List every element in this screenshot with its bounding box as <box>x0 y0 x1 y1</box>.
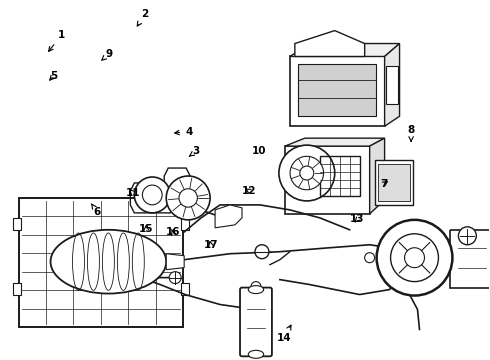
Text: 17: 17 <box>203 240 218 250</box>
Bar <box>320 156 360 196</box>
Circle shape <box>134 177 170 213</box>
Text: 4: 4 <box>175 127 193 136</box>
Polygon shape <box>385 44 399 126</box>
Bar <box>450 230 490 288</box>
Bar <box>181 283 189 294</box>
Polygon shape <box>215 205 242 228</box>
Bar <box>181 218 189 230</box>
Ellipse shape <box>248 350 264 358</box>
Text: 16: 16 <box>166 227 180 237</box>
Bar <box>19 198 183 328</box>
Circle shape <box>405 248 424 268</box>
Bar <box>13 218 21 230</box>
Text: 9: 9 <box>102 49 113 60</box>
Circle shape <box>255 245 269 259</box>
Circle shape <box>179 189 197 207</box>
FancyBboxPatch shape <box>240 288 272 356</box>
Circle shape <box>365 253 375 263</box>
Text: 3: 3 <box>190 146 200 156</box>
Bar <box>375 160 413 205</box>
Bar <box>13 283 21 294</box>
Polygon shape <box>164 168 190 200</box>
Bar <box>378 164 410 201</box>
Circle shape <box>391 234 439 282</box>
Circle shape <box>166 176 210 220</box>
Circle shape <box>251 282 261 292</box>
Polygon shape <box>290 44 399 57</box>
Circle shape <box>169 272 181 284</box>
Bar <box>298 64 376 116</box>
Circle shape <box>377 220 452 296</box>
Circle shape <box>300 166 314 180</box>
Ellipse shape <box>50 230 166 293</box>
Circle shape <box>279 145 335 201</box>
Ellipse shape <box>248 285 264 293</box>
Polygon shape <box>369 138 385 214</box>
Text: 11: 11 <box>125 188 140 198</box>
Text: 7: 7 <box>381 179 388 189</box>
Text: 15: 15 <box>139 225 153 234</box>
Text: 14: 14 <box>277 325 292 343</box>
Circle shape <box>458 227 476 245</box>
Text: 1: 1 <box>49 30 65 51</box>
Text: 10: 10 <box>251 146 266 156</box>
Bar <box>285 146 369 214</box>
Polygon shape <box>166 254 184 270</box>
Text: 2: 2 <box>137 9 148 26</box>
Bar <box>290 57 385 126</box>
Bar <box>386 67 397 104</box>
Circle shape <box>143 185 162 205</box>
Text: 12: 12 <box>242 186 256 196</box>
Polygon shape <box>285 138 385 146</box>
Text: 13: 13 <box>350 215 365 224</box>
Text: 5: 5 <box>50 71 57 81</box>
Text: 6: 6 <box>92 204 101 217</box>
Polygon shape <box>295 31 365 57</box>
Circle shape <box>290 156 323 190</box>
Text: 8: 8 <box>408 125 415 141</box>
